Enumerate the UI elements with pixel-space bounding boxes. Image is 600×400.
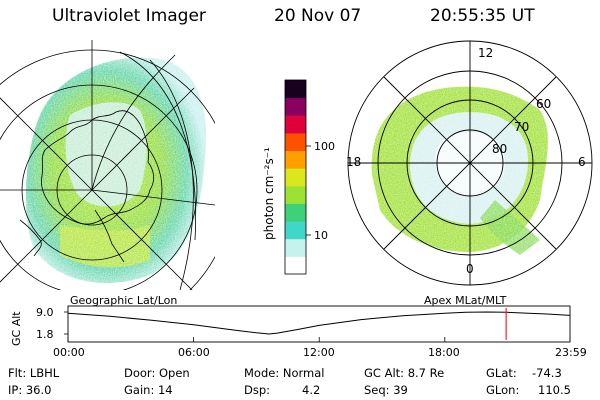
mlt-label-0: 0: [466, 262, 474, 276]
info-glat-label: GLat:: [486, 366, 517, 380]
xtick-label-1200: 12:00: [303, 346, 335, 359]
colorbar-band: [285, 185, 306, 204]
colorbar: [284, 79, 311, 275]
mlt-label-6: 6: [578, 155, 586, 169]
altitude-line: [67, 311, 571, 335]
info-gcalt: GC Alt: 8.7 Re: [364, 366, 445, 380]
altitude-plot: [64, 305, 571, 343]
app-title: Ultraviolet Imager: [52, 6, 206, 26]
mlat-label-80: 80: [492, 142, 508, 156]
info-seq: Seq: 39: [364, 383, 408, 397]
info-dsp-value: 4.2: [302, 383, 321, 397]
info-ip: IP: 36.0: [8, 383, 52, 397]
info-door: Door: Open: [124, 366, 190, 380]
altitude-ytick-9: 9.0: [36, 306, 54, 319]
colorbar-tick-10: 10: [314, 229, 328, 242]
colorbar-band: [285, 256, 306, 275]
colorbar-band: [285, 203, 306, 222]
info-gain: Gain: 14: [124, 383, 173, 397]
altitude-ylabel: GC Alt: [10, 311, 23, 346]
info-glon-value: 110.5: [538, 383, 571, 397]
magnetic-polar-plot: [347, 40, 593, 286]
altitude-ytick-1-8: 1.8: [36, 328, 54, 341]
left-panel-label: Geographic Lat/Lon: [70, 294, 178, 307]
info-flt: Flt: LBHL: [8, 366, 60, 380]
colorbar-band: [285, 168, 306, 187]
colorbar-band: [285, 97, 306, 116]
xtick-label-0000: 00:00: [53, 346, 85, 359]
date-label: 20 Nov 07: [274, 6, 362, 26]
info-glon-label: GLon:: [486, 383, 520, 397]
colorbar-tick-100: 100: [314, 140, 335, 153]
info-glat-value: -74.3: [532, 366, 562, 380]
colorbar-band: [285, 221, 306, 240]
info-mode: Mode: Normal: [244, 366, 325, 380]
colorbar-band: [285, 132, 306, 151]
geographic-image: [0, 40, 215, 290]
xtick-label-0600: 06:00: [178, 346, 210, 359]
right-panel-label: Apex MLat/MLT: [424, 294, 507, 307]
colorbar-band: [285, 150, 306, 169]
xtick-label-1800: 18:00: [428, 346, 460, 359]
colorbar-unit-label: photon cm⁻²s⁻¹: [262, 147, 276, 240]
colorbar-band: [285, 238, 306, 257]
colorbar-band: [285, 115, 306, 134]
mlat-label-70: 70: [514, 120, 530, 134]
time-label: 20:55:35 UT: [430, 6, 535, 26]
mlt-label-18: 18: [346, 155, 362, 169]
mlat-label-60: 60: [536, 97, 552, 111]
info-dsp-label: Dsp:: [244, 383, 271, 397]
colorbar-band: [285, 80, 306, 99]
mlt-label-12: 12: [478, 46, 494, 60]
xtick-label-2359: 23:59: [555, 346, 587, 359]
